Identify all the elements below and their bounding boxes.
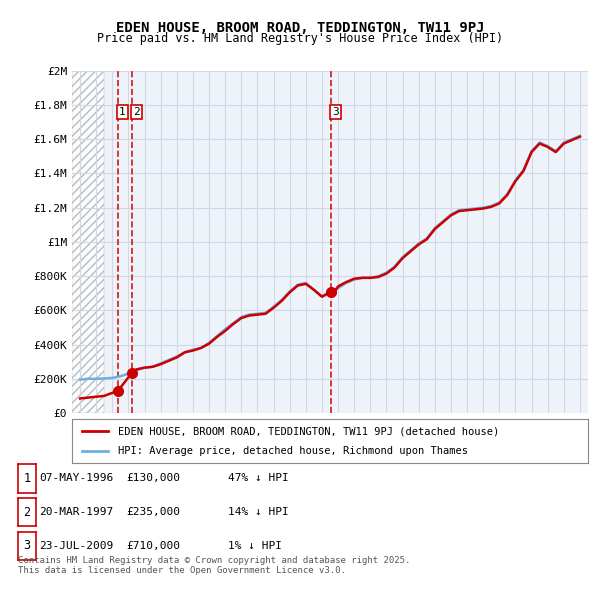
Text: 20-MAR-1997: 20-MAR-1997 — [39, 507, 113, 517]
Text: Contains HM Land Registry data © Crown copyright and database right 2025.
This d: Contains HM Land Registry data © Crown c… — [18, 556, 410, 575]
Text: EDEN HOUSE, BROOM ROAD, TEDDINGTON, TW11 9PJ: EDEN HOUSE, BROOM ROAD, TEDDINGTON, TW11… — [116, 21, 484, 35]
Text: 3: 3 — [23, 539, 31, 552]
Text: EDEN HOUSE, BROOM ROAD, TEDDINGTON, TW11 9PJ (detached house): EDEN HOUSE, BROOM ROAD, TEDDINGTON, TW11… — [118, 427, 500, 436]
Text: 2: 2 — [23, 506, 31, 519]
Text: 3: 3 — [332, 107, 338, 117]
Text: Price paid vs. HM Land Registry's House Price Index (HPI): Price paid vs. HM Land Registry's House … — [97, 32, 503, 45]
Text: 1% ↓ HPI: 1% ↓ HPI — [228, 541, 282, 550]
Text: £130,000: £130,000 — [126, 474, 180, 483]
Text: 2: 2 — [133, 107, 140, 117]
Text: HPI: Average price, detached house, Richmond upon Thames: HPI: Average price, detached house, Rich… — [118, 446, 469, 455]
Text: 14% ↓ HPI: 14% ↓ HPI — [228, 507, 289, 517]
Text: £235,000: £235,000 — [126, 507, 180, 517]
Bar — [72, 71, 104, 413]
Text: 1: 1 — [119, 107, 125, 117]
Text: £710,000: £710,000 — [126, 541, 180, 550]
Text: 07-MAY-1996: 07-MAY-1996 — [39, 474, 113, 483]
Text: 23-JUL-2009: 23-JUL-2009 — [39, 541, 113, 550]
Text: 1: 1 — [23, 472, 31, 485]
Text: 47% ↓ HPI: 47% ↓ HPI — [228, 474, 289, 483]
